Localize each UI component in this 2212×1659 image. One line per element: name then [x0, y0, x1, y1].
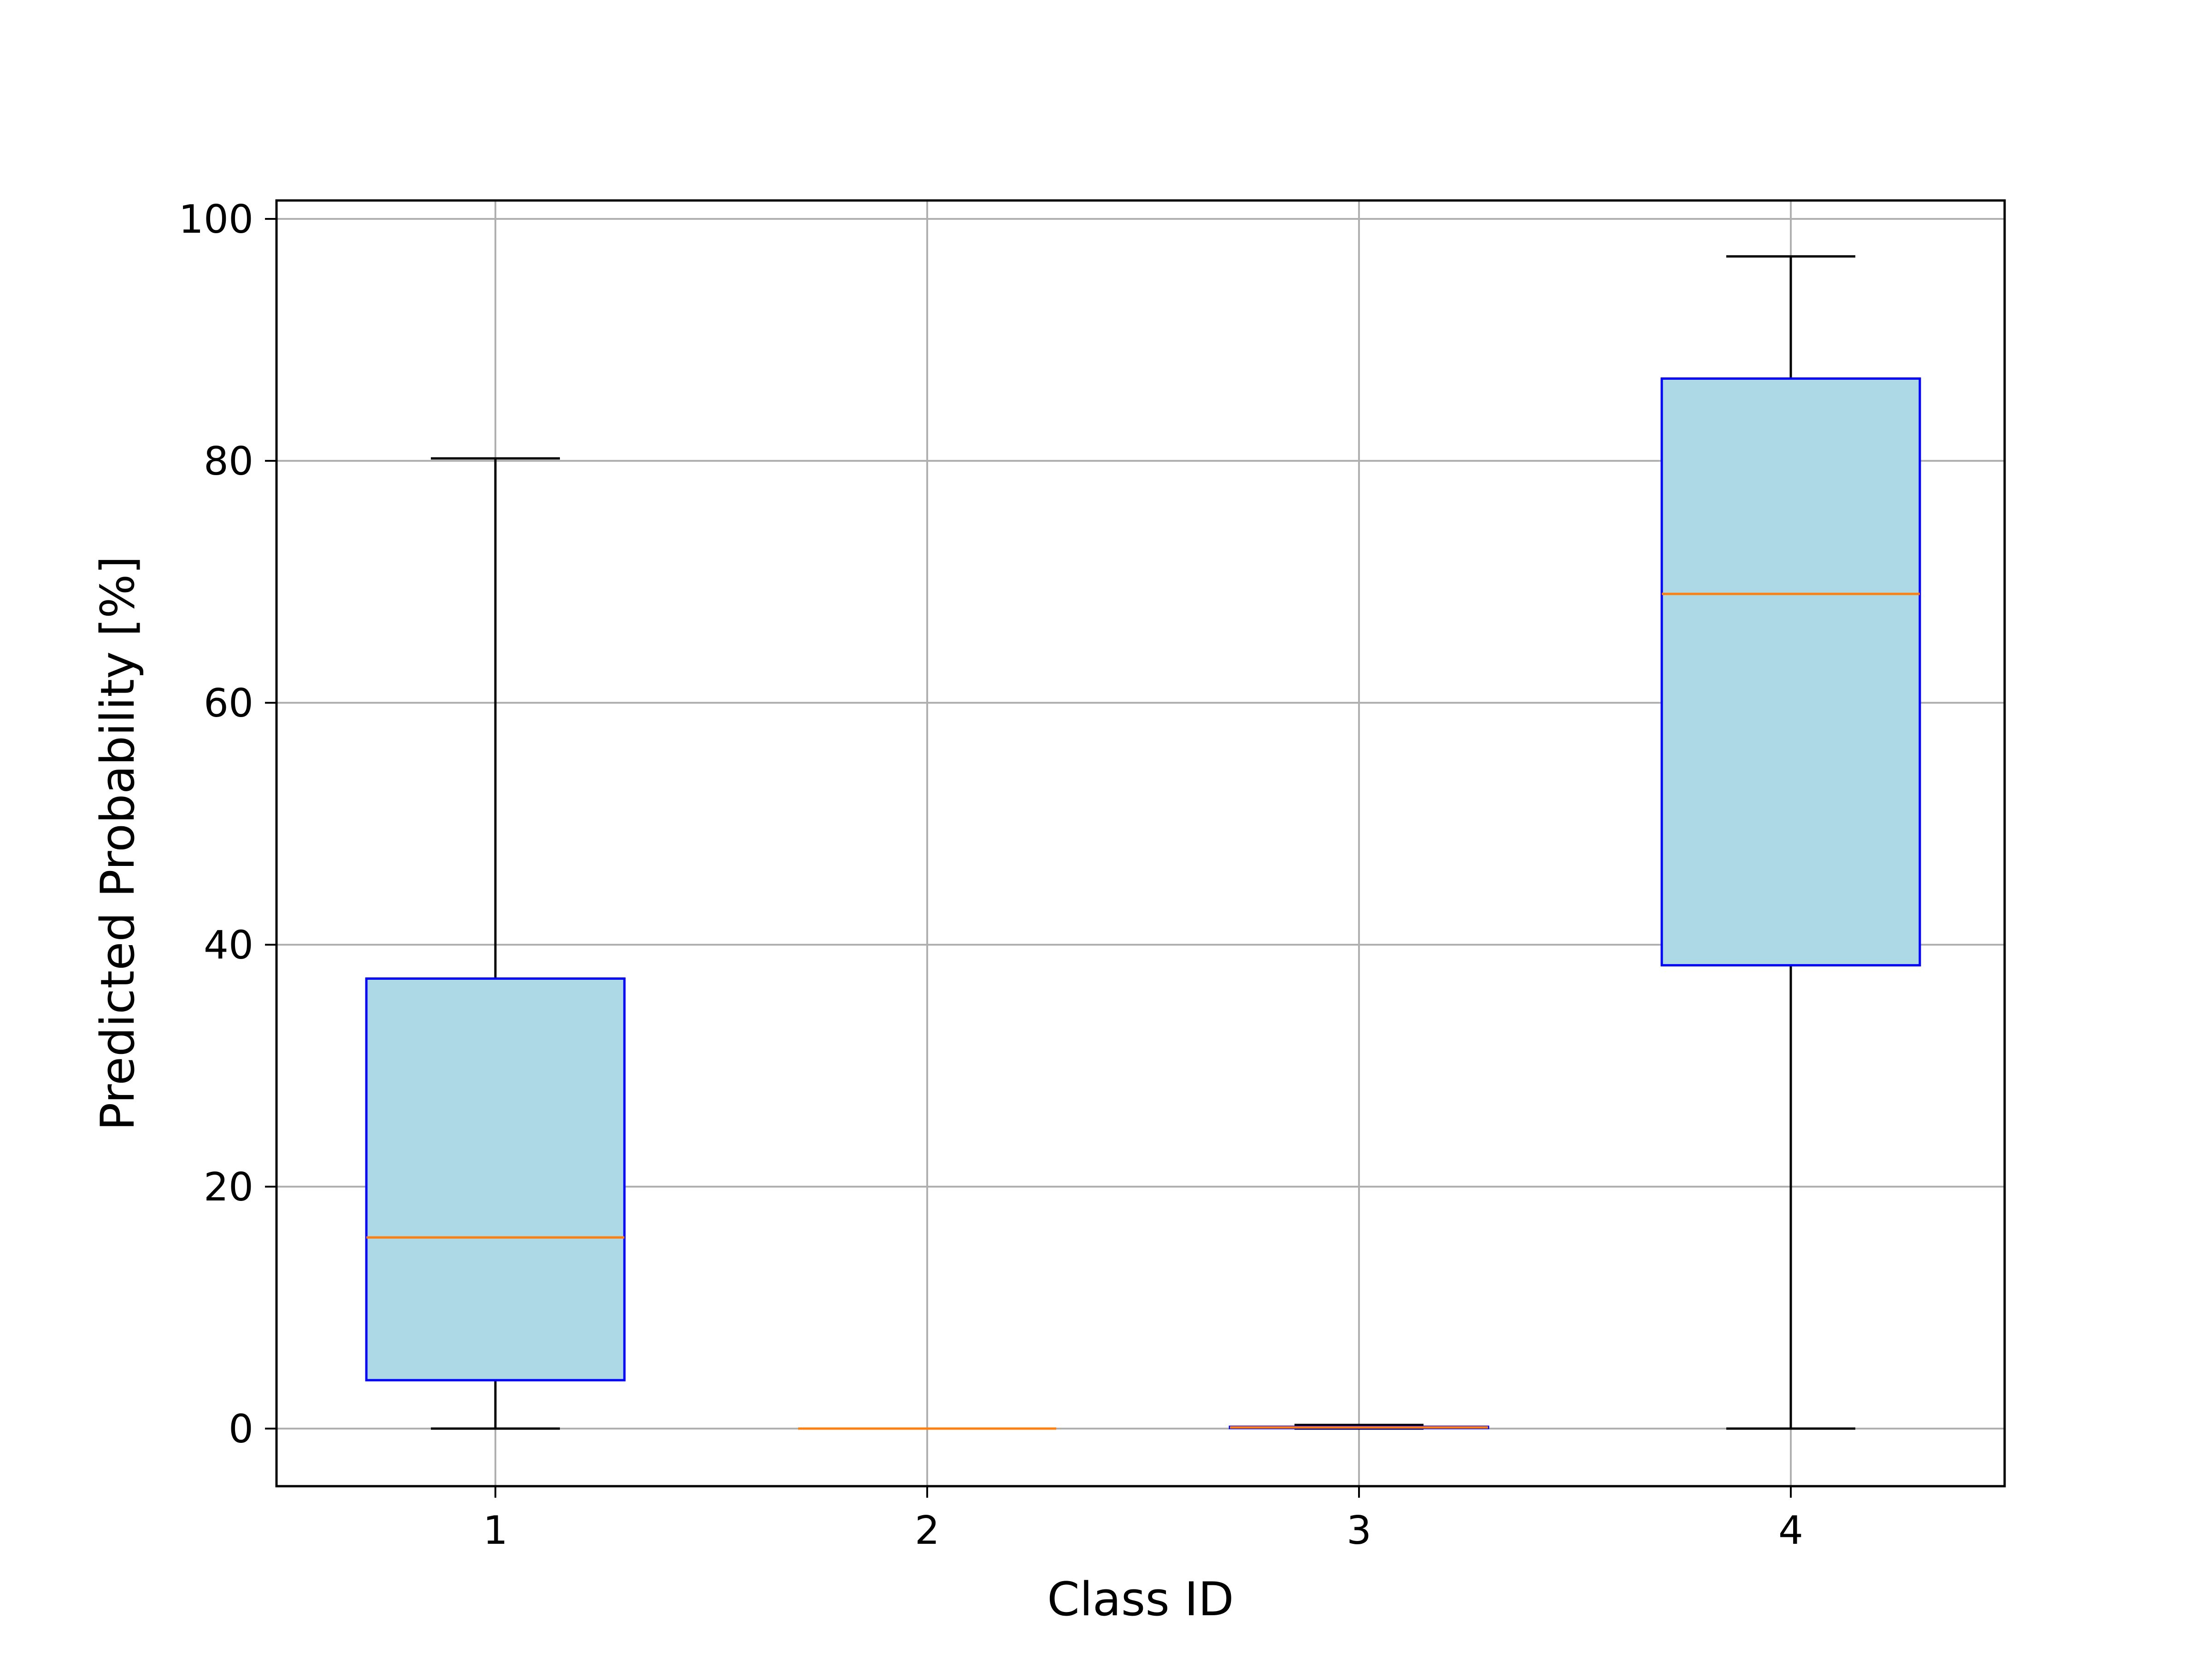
boxes	[365, 255, 1921, 1430]
y-tick-label: 100	[179, 197, 253, 242]
x-axis-title: Class ID	[1047, 1572, 1234, 1626]
y-tick-label: 60	[204, 681, 253, 726]
box-iqr	[1660, 377, 1921, 967]
y-tick-label: 20	[204, 1165, 253, 1210]
x-tick-label: 2	[915, 1508, 940, 1553]
x-tick-label: 1	[483, 1508, 508, 1553]
y-axis-title: Predicted Probability [%]	[90, 556, 145, 1130]
y-tick-label: 80	[204, 439, 253, 484]
plot-area-frame	[275, 199, 2006, 1488]
box-iqr	[365, 977, 626, 1382]
y-tick-label: 40	[204, 923, 253, 968]
x-tick-label: 3	[1347, 1508, 1371, 1553]
y-tick-label: 0	[229, 1406, 253, 1452]
x-tick-label: 4	[1778, 1508, 1803, 1553]
